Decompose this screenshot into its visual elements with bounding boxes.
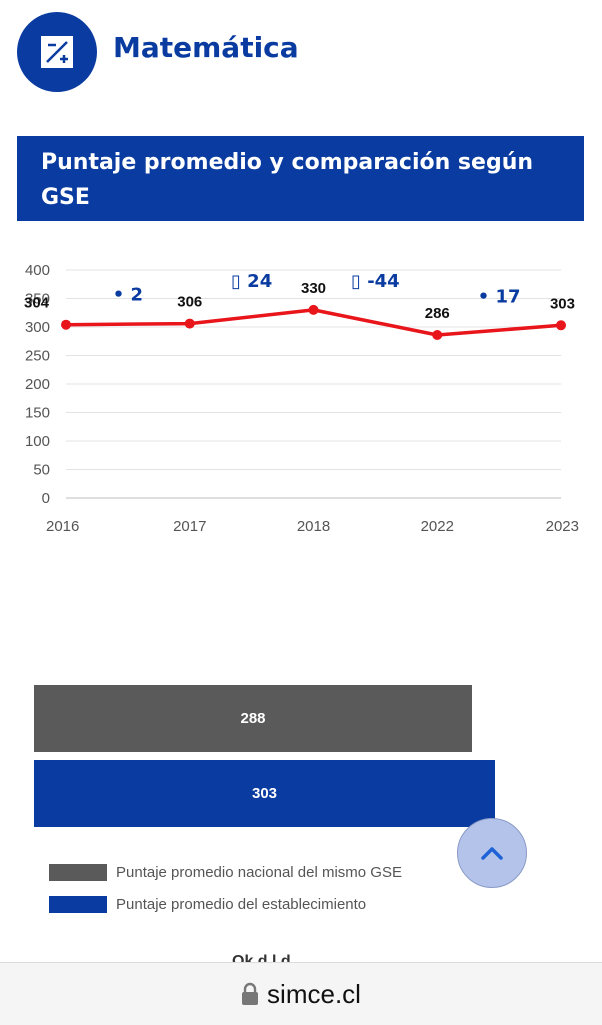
x-tick-label-2018: 2018 (297, 518, 330, 535)
bar-establishment-label: 303 (251, 785, 278, 802)
bar-national-gse-label: 288 (240, 710, 266, 727)
x-tick-label-2022: 2022 (421, 518, 454, 535)
y-tick-label-250: 250 (25, 348, 50, 365)
bar-establishment: 303 (34, 760, 495, 827)
subject-title: Matemática (113, 31, 299, 64)
line-chart: 0 50 100 150 200 250 300 350 400 2016 2017 2018 2022… (24, 262, 579, 535)
data-point-2018 (308, 304, 319, 315)
data-label-2022: 286 (425, 305, 450, 322)
bar-national-gse: 288 (34, 685, 472, 752)
legend-item-establishment: Puntaje promedio del establecimiento (49, 896, 366, 913)
y-tick-label-400: 400 (25, 262, 50, 279)
x-tick-label-2023: 2023 (546, 518, 579, 535)
y-tick-label-350: 350 (25, 291, 50, 308)
y-tick-label-50: 50 (33, 462, 50, 479)
y-tick-label-300: 300 (25, 319, 50, 336)
data-label-2017: 306 (177, 294, 202, 311)
y-tick-label-100: 100 (25, 433, 50, 450)
scroll-top-button[interactable] (457, 818, 527, 888)
subject-logo (17, 12, 97, 92)
data-point-2017 (184, 318, 195, 329)
data-label-2018: 330 (301, 280, 326, 297)
x-tick-label-2016: 2016 (46, 518, 79, 535)
url-text: simce.cl (267, 978, 361, 1009)
change-label-4: • 17 (478, 286, 521, 307)
x-tick-label-2017: 2017 (173, 518, 206, 535)
data-point-2022 (432, 329, 443, 340)
data-point-2023 (556, 320, 566, 331)
change-label-3: ▯ -44 (351, 271, 400, 292)
lock-icon (242, 982, 259, 1005)
data-point-2016 (61, 319, 71, 330)
section-title-line1: Puntaje promedio y comparación según (41, 150, 534, 175)
y-tick-label-150: 150 (25, 405, 50, 422)
change-label-2: ▯ 24 (231, 271, 272, 292)
section-banner: Puntaje promedio y comparación según GSE (17, 136, 584, 221)
section-title-line2: GSE (41, 185, 90, 210)
address-bar[interactable]: simce.cl (0, 962, 602, 1025)
data-label-2023: 303 (550, 295, 575, 312)
chevron-up-icon (481, 847, 503, 860)
square-root-icon (41, 36, 73, 68)
y-tick-label-0: 0 (42, 490, 50, 507)
data-label-2016: 304 (24, 295, 50, 312)
legend-swatch-establishment (49, 896, 107, 913)
y-tick-label-200: 200 (25, 376, 50, 393)
legend-item-national: Puntaje promedio nacional del mismo GSE (49, 864, 402, 881)
legend-label-national: Puntaje promedio nacional del mismo GSE (116, 864, 402, 881)
legend-label-establishment: Puntaje promedio del establecimiento (116, 896, 367, 913)
change-label-1: • 2 (113, 285, 143, 306)
legend-swatch-national (49, 864, 107, 881)
